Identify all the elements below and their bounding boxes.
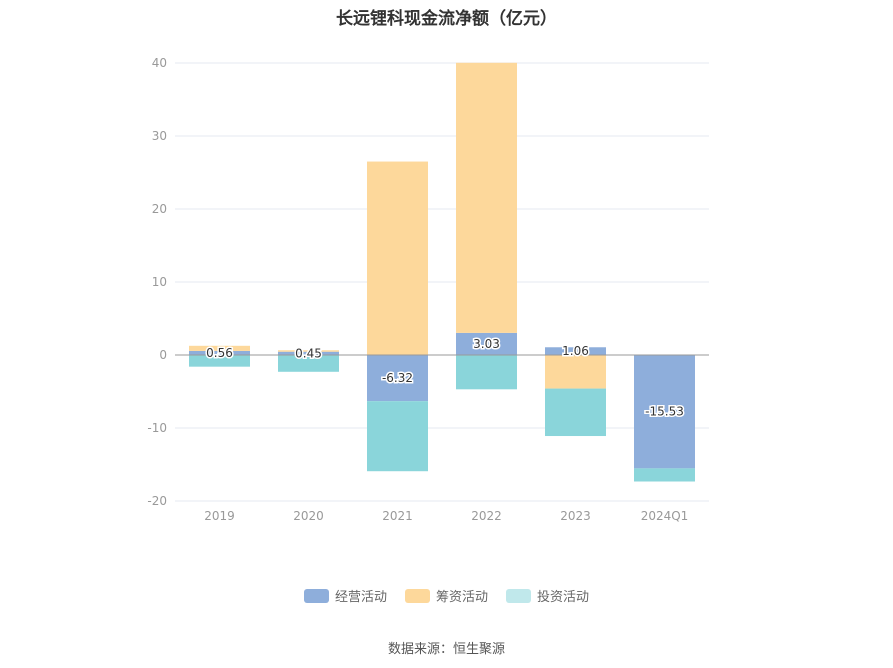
legend: 经营活动 筹资活动 投资活动 — [0, 586, 893, 605]
data-label: 1.06 — [562, 344, 589, 358]
legend-swatch — [506, 588, 531, 603]
bar-investing-2019 — [189, 355, 250, 367]
bar-financing-2023 — [545, 355, 606, 389]
y-tick-label: 40 — [152, 56, 167, 70]
source-note: 数据来源：恒生聚源 — [387, 642, 505, 657]
bar-financing-2019 — [189, 345, 250, 351]
legend-item[interactable]: 投资活动 — [506, 586, 589, 605]
y-tick-label: 0 — [159, 348, 167, 362]
bar-investing-2020 — [278, 355, 339, 372]
bar-investing-2022 — [456, 355, 517, 390]
chart-title: 长远锂科现金流净额（亿元） — [336, 9, 557, 29]
bar-operating-2021 — [367, 355, 428, 402]
data-label: 3.03 — [473, 337, 500, 351]
bar-financing-2022 — [456, 62, 517, 333]
bar-investing-2021 — [367, 401, 428, 472]
legend-swatch — [404, 588, 430, 603]
bar-operating-2023 — [545, 347, 606, 355]
y-tick-label: -20 — [147, 494, 167, 508]
data-labels: 0.56 0.45 -6.32 3.03 1.06 -15.53 — [205, 335, 686, 420]
grid-lines — [175, 62, 709, 502]
bar-financing-2021 — [367, 161, 428, 355]
bar-financing-2020 — [278, 350, 339, 352]
y-tick-label: 10 — [152, 275, 167, 289]
data-label: 0.45 — [295, 346, 322, 360]
bar-series — [189, 62, 695, 482]
y-tick-label: 20 — [152, 202, 167, 216]
legend-label: 投资活动 — [537, 590, 590, 605]
x-tick-label: 2022 — [471, 509, 502, 523]
y-tick-label: -10 — [147, 421, 167, 435]
x-tick-label: 2020 — [293, 509, 324, 523]
x-tick-label: 2019 — [204, 509, 235, 523]
x-tick-label: 2021 — [382, 509, 413, 523]
data-label: -15.53 — [645, 405, 684, 419]
legend-label: 经营活动 — [334, 590, 387, 605]
bar-operating-2022 — [456, 332, 517, 355]
bar-operating-2024Q1 — [634, 355, 695, 469]
bar-investing-2024Q1 — [634, 468, 695, 482]
bar-operating-2020 — [278, 351, 339, 355]
y-tick-label: 30 — [152, 129, 167, 143]
legend-label: 筹资活动 — [435, 590, 488, 605]
axes: 40 30 20 10 0 -10 -20 2019 2020 2021 2022 2023 2024Q… — [147, 56, 709, 523]
legend-swatch — [303, 588, 329, 603]
legend-item[interactable]: 经营活动 — [303, 586, 387, 605]
x-tick-label: 2024Q1 — [641, 509, 689, 523]
bar-operating-2019 — [189, 350, 250, 355]
bar-investing-2023 — [545, 388, 606, 437]
data-label: 0.56 — [206, 346, 233, 360]
data-label: -6.32 — [382, 371, 413, 385]
legend-item[interactable]: 筹资活动 — [404, 586, 488, 605]
x-tick-label: 2023 — [560, 509, 591, 523]
